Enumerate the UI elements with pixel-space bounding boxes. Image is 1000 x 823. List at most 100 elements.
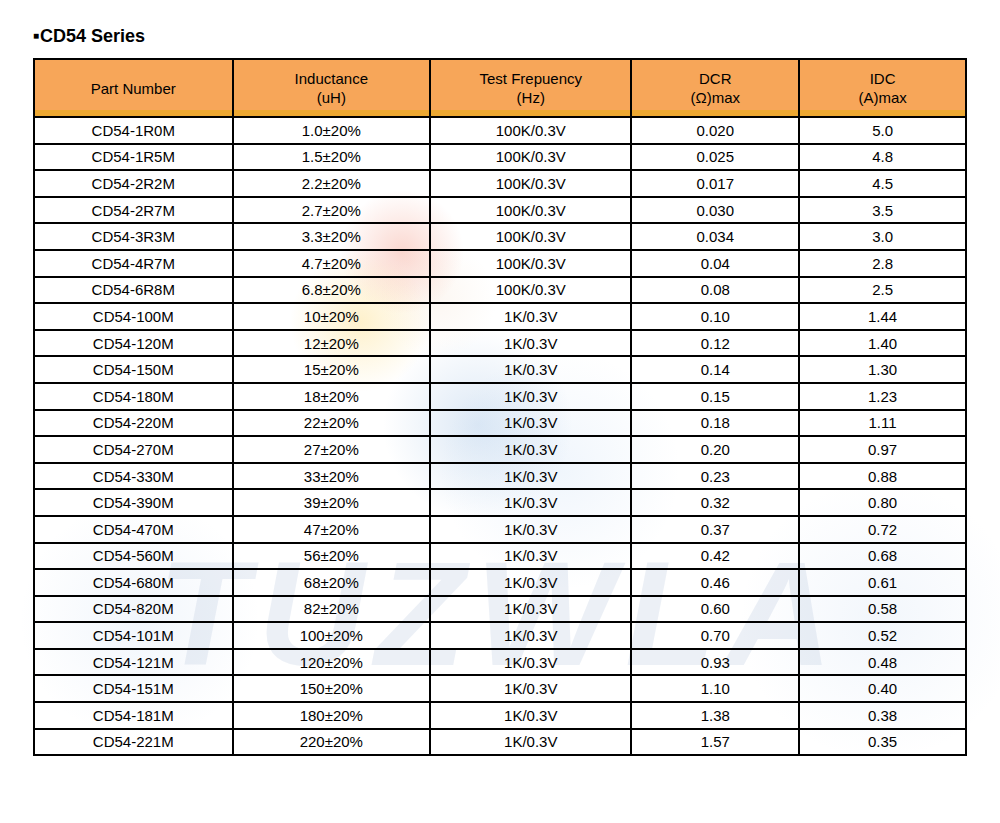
table-row: CD54-1R0M1.0±20%100K/0.3V0.0205.0	[34, 117, 966, 144]
table-cell: 1K/0.3V	[430, 410, 631, 437]
table-cell: 0.025	[631, 144, 799, 171]
table-cell: 0.70	[631, 622, 799, 649]
table-cell: CD54-470M	[34, 516, 233, 543]
table-cell: CD54-1R0M	[34, 117, 233, 144]
table-cell: 12±20%	[233, 330, 431, 357]
column-header-3: Test Frepuency(Hz)	[430, 59, 631, 117]
table-row: CD54-270M27±20%1K/0.3V0.200.97	[34, 436, 966, 463]
table-cell: 0.58	[799, 596, 966, 623]
table-cell: 3.0	[799, 223, 966, 250]
table-cell: 68±20%	[233, 569, 431, 596]
column-header-1: Part Number	[34, 59, 233, 117]
table-cell: CD54-680M	[34, 569, 233, 596]
table-cell: 18±20%	[233, 383, 431, 410]
table-cell: 0.40	[799, 675, 966, 702]
table-cell: CD54-100M	[34, 303, 233, 330]
table-cell: CD54-120M	[34, 330, 233, 357]
table-cell: 0.12	[631, 330, 799, 357]
column-header-line1: Test Frepuency	[431, 69, 630, 88]
table-cell: 0.017	[631, 170, 799, 197]
column-header-line1: Part Number	[35, 79, 232, 98]
table-cell: 1K/0.3V	[430, 489, 631, 516]
table-cell: 0.35	[799, 729, 966, 756]
datasheet-page: TUZWLA ■CD54 Series Part NumberInductanc…	[0, 0, 1000, 823]
table-cell: 1.57	[631, 729, 799, 756]
table-row: CD54-3R3M3.3±20%100K/0.3V0.0343.0	[34, 223, 966, 250]
table-cell: CD54-121M	[34, 649, 233, 676]
table-cell: 0.020	[631, 117, 799, 144]
column-header-4: DCR(Ω)max	[631, 59, 799, 117]
table-cell: 39±20%	[233, 489, 431, 516]
table-row: CD54-221M220±20%1K/0.3V1.570.35	[34, 729, 966, 756]
table-row: CD54-151M150±20%1K/0.3V1.100.40	[34, 675, 966, 702]
table-row: CD54-470M47±20%1K/0.3V0.370.72	[34, 516, 966, 543]
table-cell: CD54-150M	[34, 356, 233, 383]
table-cell: 150±20%	[233, 675, 431, 702]
table-cell: CD54-101M	[34, 622, 233, 649]
page-title: ■CD54 Series	[33, 26, 145, 47]
table-cell: CD54-221M	[34, 729, 233, 756]
table-cell: 1K/0.3V	[430, 463, 631, 490]
table-cell: 1.44	[799, 303, 966, 330]
table-cell: 0.15	[631, 383, 799, 410]
table-cell: 1.38	[631, 702, 799, 729]
table-cell: 1K/0.3V	[430, 596, 631, 623]
table-cell: 0.10	[631, 303, 799, 330]
table-cell: 1K/0.3V	[430, 356, 631, 383]
table-cell: 33±20%	[233, 463, 431, 490]
table-cell: CD54-3R3M	[34, 223, 233, 250]
table-cell: 180±20%	[233, 702, 431, 729]
table-cell: 1K/0.3V	[430, 543, 631, 570]
table-cell: 22±20%	[233, 410, 431, 437]
table-cell: CD54-390M	[34, 489, 233, 516]
table-row: CD54-390M39±20%1K/0.3V0.320.80	[34, 489, 966, 516]
table-cell: 1.0±20%	[233, 117, 431, 144]
table-cell: 0.18	[631, 410, 799, 437]
table-cell: 4.5	[799, 170, 966, 197]
table-cell: 47±20%	[233, 516, 431, 543]
table-cell: 0.68	[799, 543, 966, 570]
table-cell: 100K/0.3V	[430, 144, 631, 171]
table-cell: 2.8	[799, 250, 966, 277]
page-title-text: CD54 Series	[40, 26, 145, 46]
table-cell: 0.32	[631, 489, 799, 516]
table-cell: 0.60	[631, 596, 799, 623]
table-cell: CD54-6R8M	[34, 277, 233, 304]
table-cell: 120±20%	[233, 649, 431, 676]
table-cell: 1K/0.3V	[430, 702, 631, 729]
table-cell: 2.5	[799, 277, 966, 304]
table-header-row: Part NumberInductance(uH)Test Frepuency(…	[34, 59, 966, 117]
table-cell: CD54-4R7M	[34, 250, 233, 277]
table-row: CD54-121M120±20%1K/0.3V0.930.48	[34, 649, 966, 676]
table-cell: 3.5	[799, 197, 966, 224]
table-cell: 100K/0.3V	[430, 223, 631, 250]
table-cell: 1K/0.3V	[430, 675, 631, 702]
table-cell: 1K/0.3V	[430, 729, 631, 756]
table-cell: 0.37	[631, 516, 799, 543]
table-cell: 1.11	[799, 410, 966, 437]
table-cell: 0.80	[799, 489, 966, 516]
table-cell: 0.52	[799, 622, 966, 649]
table-row: CD54-120M12±20%1K/0.3V0.121.40	[34, 330, 966, 357]
column-header-line2: (A)max	[800, 88, 965, 107]
table-cell: 1.5±20%	[233, 144, 431, 171]
table-cell: CD54-181M	[34, 702, 233, 729]
table-cell: CD54-180M	[34, 383, 233, 410]
table-cell: 5.0	[799, 117, 966, 144]
table-cell: 4.8	[799, 144, 966, 171]
table-cell: 100±20%	[233, 622, 431, 649]
column-header-line1: DCR	[632, 69, 798, 88]
column-header-5: IDC(A)max	[799, 59, 966, 117]
table-cell: 0.72	[799, 516, 966, 543]
table-cell: 100K/0.3V	[430, 250, 631, 277]
table-cell: 0.23	[631, 463, 799, 490]
table-cell: 220±20%	[233, 729, 431, 756]
table-cell: 0.08	[631, 277, 799, 304]
table-cell: 100K/0.3V	[430, 277, 631, 304]
table-cell: 1K/0.3V	[430, 649, 631, 676]
table-cell: 6.8±20%	[233, 277, 431, 304]
table-cell: 10±20%	[233, 303, 431, 330]
table-cell: 1K/0.3V	[430, 622, 631, 649]
table-row: CD54-680M68±20%1K/0.3V0.460.61	[34, 569, 966, 596]
table-row: CD54-101M100±20%1K/0.3V0.700.52	[34, 622, 966, 649]
